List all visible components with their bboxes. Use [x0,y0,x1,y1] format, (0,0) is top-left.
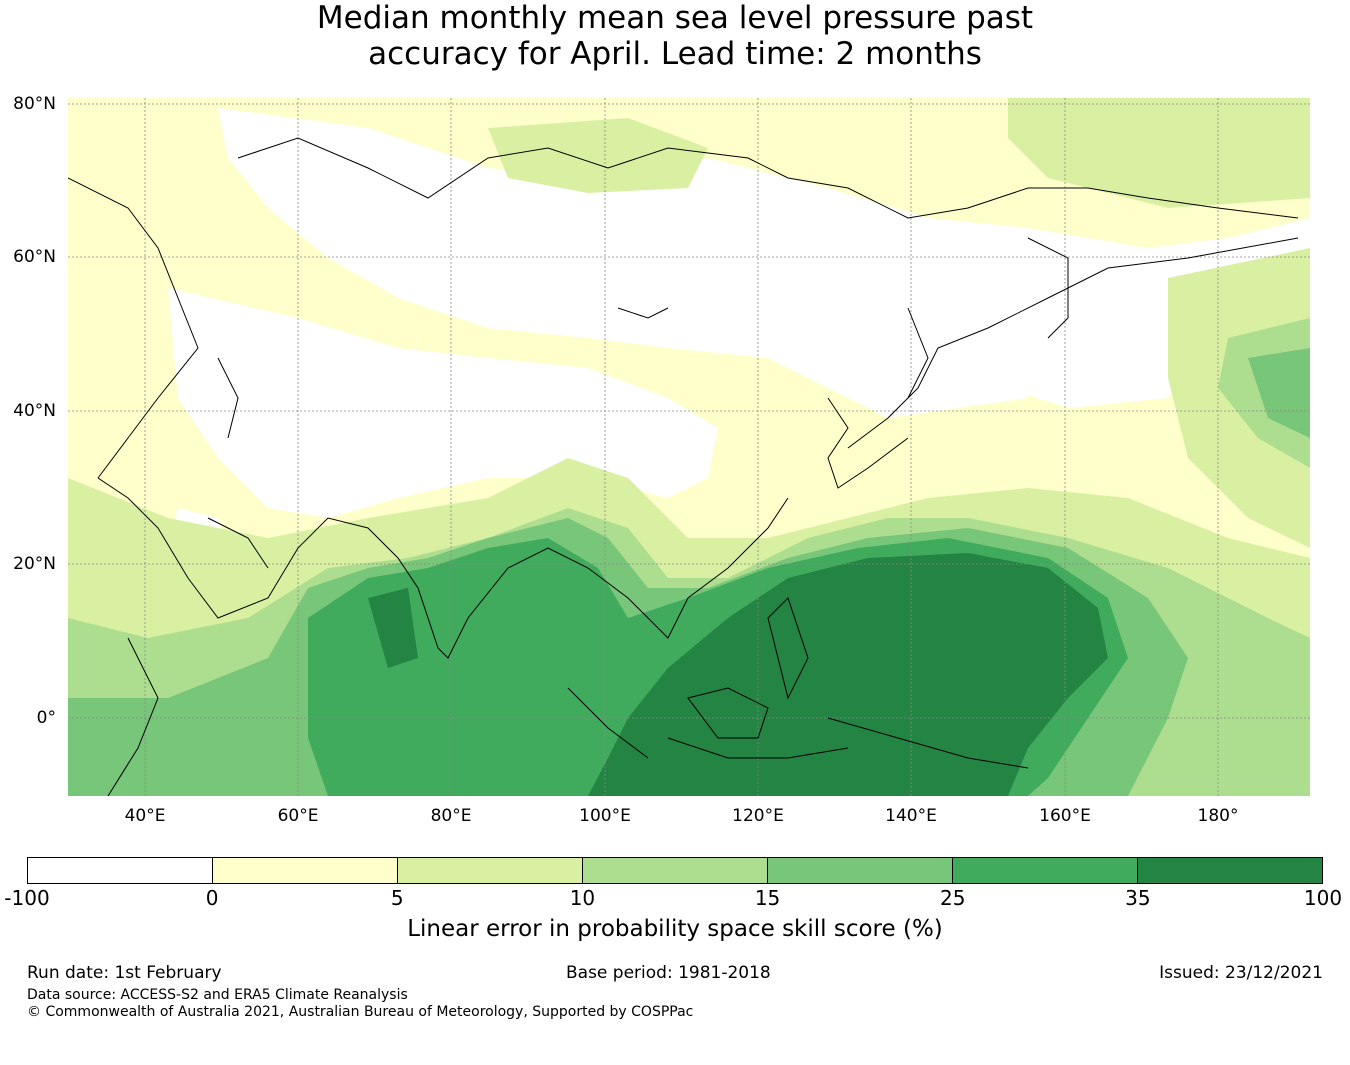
lat-label-20n: 20°N [13,554,56,574]
region-pacific-east-strong [1248,348,1310,438]
lon-label-120e: 120°E [732,806,784,826]
data-source: Data source: ACCESS-S2 and ERA5 Climate … [27,987,408,1003]
colorbar-tick-label: 0 [205,886,219,910]
copyright: © Commonwealth of Australia 2021, Austra… [27,1004,694,1020]
colorbar-segment [28,858,213,883]
colorbar-label: Linear error in probability space skill … [407,916,943,942]
lat-label-40n: 40°N [13,401,56,421]
map-gridlines [68,98,1310,796]
region-india-peak [368,588,418,668]
colorbar-segment [768,858,953,883]
base-period: Base period: 1981-2018 [566,963,771,983]
colorbar-segment [213,858,398,883]
region-ne-green [1008,98,1310,208]
map-title: Median monthly mean sea level pressure p… [0,0,1350,72]
map-canvas [68,98,1310,796]
run-date: Run date: 1st February [27,963,222,983]
region-arctic-green [488,118,708,193]
colorbar-tick-label: -100 [4,886,50,910]
lon-label-160e: 160°E [1039,806,1091,826]
colorbar-segment [1138,858,1322,883]
region-central-asia-white [168,288,718,518]
region-tropics-top [588,553,1108,796]
coastlines [68,137,1299,796]
title-line-1: Median monthly mean sea level pressure p… [316,0,1034,36]
lon-label-180: 180° [1197,806,1239,826]
lat-label-60n: 60°N [13,247,56,267]
lon-label-80e: 80°E [430,806,472,826]
region-nw-pacific-white [948,258,1208,408]
lon-label-100e: 100°E [579,806,631,826]
lon-label-140e: 140°E [885,806,937,826]
colorbar [27,857,1323,884]
colorbar-segment [398,858,583,883]
colorbar-tick-label: 10 [569,886,596,910]
colorbar-tick-label: 25 [939,886,966,910]
issued-date: Issued: 23/12/2021 [1159,963,1323,983]
title-line-2: accuracy for April. Lead time: 2 months [368,36,982,72]
lat-label-80n: 80°N [13,94,56,114]
skill-score-map [68,98,1310,796]
colorbar-tick-label: 100 [1303,886,1343,910]
colorbar-tick-label: 5 [390,886,404,910]
lat-label-0: 0° [36,708,56,728]
colorbar-tick-label: 15 [754,886,781,910]
lon-label-40e: 40°E [124,806,166,826]
colorbar-tick-label: 35 [1125,886,1151,910]
colorbar-segment [583,858,768,883]
lon-label-60e: 60°E [277,806,319,826]
colorbar-segment [953,858,1138,883]
